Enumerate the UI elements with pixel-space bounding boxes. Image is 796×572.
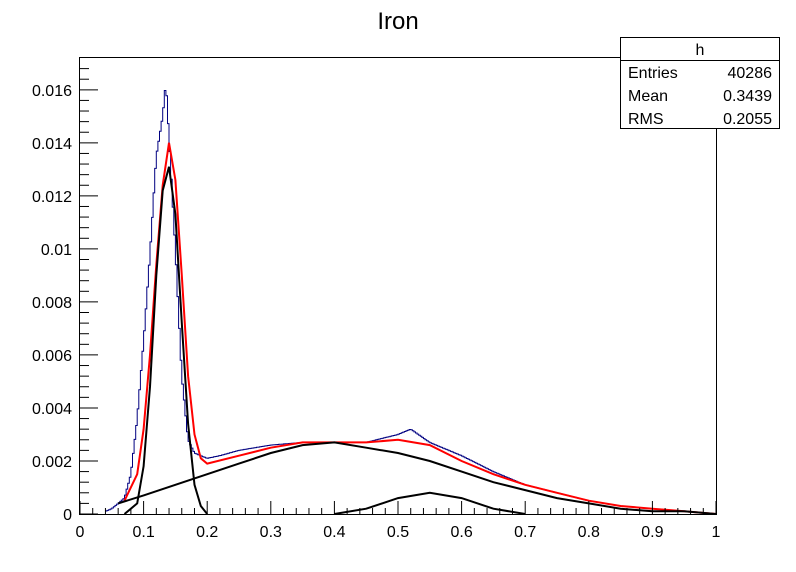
y-tick-label: 0.002 — [32, 454, 72, 471]
stats-box: h Entries 40286 Mean 0.3439 RMS 0.2055 — [620, 37, 780, 129]
x-tick-label: 0.6 — [450, 524, 472, 541]
y-tick-label: 0 — [63, 507, 72, 524]
stats-mean-value: 0.3439 — [723, 88, 772, 105]
chart-title: Iron — [377, 8, 418, 35]
plot-frame — [79, 57, 717, 515]
x-axis: 0 0.1 0.2 0.3 0.4 0.5 0.6 0.7 0.8 0.9 1 — [76, 501, 721, 541]
y-tick-label: 0.016 — [32, 83, 72, 100]
x-tick-label: 0.9 — [641, 524, 663, 541]
y-axis: 0 0.002 0.004 0.006 0.008 0.01 0.012 0.014 0.016 — [32, 68, 98, 524]
fit-curve-broad-component — [117, 441, 717, 515]
fit-curve-secondary-component — [334, 491, 526, 515]
y-tick-label: 0.012 — [32, 189, 72, 206]
x-tick-label: 0.1 — [132, 524, 154, 541]
x-tick-label: 0.4 — [323, 524, 345, 541]
x-tick-label: 0.5 — [387, 524, 409, 541]
x-tick-label: 1 — [712, 524, 721, 541]
x-tick-label: 0 — [76, 524, 85, 541]
y-tick-label: 0.006 — [32, 348, 72, 365]
histogram-line — [105, 90, 716, 515]
y-tick-label: 0.01 — [41, 242, 72, 259]
x-tick-label: 0.8 — [578, 524, 600, 541]
x-tick-label: 0.3 — [260, 524, 282, 541]
stats-box-frame — [620, 37, 780, 129]
y-tick-label: 0.004 — [32, 401, 72, 418]
x-tick-label: 0.7 — [514, 524, 536, 541]
plot-content — [105, 90, 717, 515]
fit-curve-peak-component — [123, 166, 208, 515]
stats-rms-label: RMS — [628, 111, 664, 128]
y-tick-label: 0.008 — [32, 295, 72, 312]
stats-mean-label: Mean — [628, 88, 668, 105]
x-tick-label: 0.2 — [196, 524, 218, 541]
stats-rms-value: 0.2055 — [723, 111, 772, 128]
stats-entries-label: Entries — [628, 65, 678, 82]
stats-box-name: h — [696, 42, 705, 59]
y-tick-label: 0.014 — [32, 136, 72, 153]
stats-entries-value: 40286 — [728, 65, 773, 82]
